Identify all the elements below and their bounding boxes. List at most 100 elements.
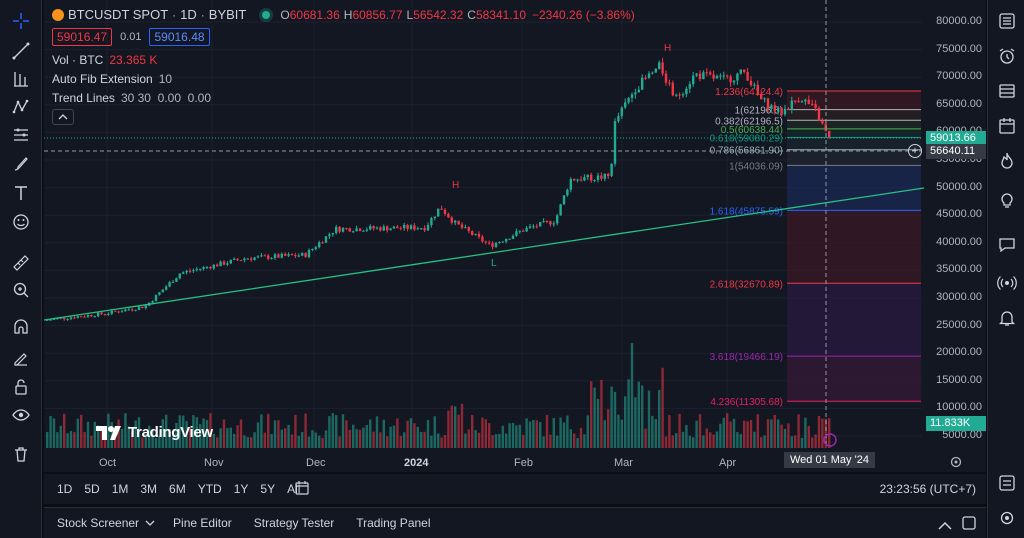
volume-bar	[216, 437, 219, 448]
volume-bar	[494, 434, 498, 448]
timeframe-ytd[interactable]: YTD	[197, 482, 222, 496]
candle-body	[124, 309, 127, 312]
add-alert-button[interactable]: +	[908, 144, 922, 158]
calendar-button[interactable]	[294, 480, 310, 496]
buy-button[interactable]: 59016.48	[149, 28, 210, 46]
watchlist-button[interactable]	[994, 8, 1020, 34]
tab-pine-editor[interactable]: Pine Editor	[173, 516, 232, 530]
ruler-icon[interactable]	[8, 250, 34, 276]
candle-body	[586, 174, 589, 178]
forecast-tool-icon[interactable]	[8, 122, 34, 148]
candle-body	[692, 75, 695, 85]
volume-bar	[151, 430, 154, 448]
ideas-button[interactable]	[994, 187, 1020, 213]
candle-body	[702, 72, 705, 80]
timeframe-1m[interactable]: 1M	[111, 482, 129, 496]
settings-button[interactable]	[994, 505, 1020, 531]
symbol-interval[interactable]: 1D	[180, 7, 197, 22]
indicator-trend-lines[interactable]: Trend Lines 30 30 0.00 0.00	[52, 91, 211, 105]
sell-button[interactable]: 59016.47	[52, 28, 113, 46]
clock[interactable]: 23:23:56 (UTC+7)	[879, 482, 976, 496]
zoom-icon[interactable]	[8, 277, 34, 303]
timeframe-5d[interactable]: 5D	[84, 482, 100, 496]
notifications-button[interactable]	[994, 305, 1020, 331]
candle-body	[542, 221, 545, 223]
candle-body	[467, 227, 470, 232]
timeframe-6m[interactable]: 6M	[169, 482, 186, 496]
candle-body	[678, 94, 681, 96]
indicator-volume[interactable]: Vol · BTC 23.365 K	[52, 53, 157, 67]
candle-body	[287, 254, 290, 256]
volume-bar	[318, 435, 321, 448]
brush-icon[interactable]	[8, 151, 34, 177]
chats-button[interactable]	[994, 232, 1020, 258]
magnet-icon[interactable]	[8, 316, 34, 342]
stay-drawing-icon[interactable]	[8, 345, 34, 371]
candle-body	[651, 72, 654, 74]
timeframe-1y[interactable]: 1Y	[233, 482, 249, 496]
trend-line-icon[interactable]	[8, 38, 34, 64]
hotlists-button[interactable]	[994, 148, 1020, 174]
chart-pane[interactable]: 1.236(64124.4) 1(62196.5) 0.382(62196.5) 0.…	[44, 0, 986, 472]
alerts-clock-button[interactable]	[994, 43, 1020, 69]
fib-level-label: 3.618(19466.19)	[710, 352, 783, 363]
fib-zone	[787, 91, 921, 110]
candle-body	[766, 98, 770, 110]
calendar-events-button[interactable]	[994, 113, 1020, 139]
volume-bar	[423, 431, 426, 448]
candle-body	[430, 218, 433, 226]
pattern-tool-icon[interactable]	[8, 94, 34, 120]
candle-body	[440, 208, 443, 210]
collapse-panel-button[interactable]	[938, 518, 952, 536]
price-chart[interactable]: 1.236(64124.4)1(62196.5)0.382(62196.5)0.…	[44, 0, 986, 472]
candle-body	[222, 261, 226, 265]
time-axis-label: Nov	[204, 457, 224, 469]
object-tree-button[interactable]	[994, 78, 1020, 104]
text-tool-icon[interactable]	[8, 180, 34, 206]
fib-zone	[787, 283, 921, 357]
candle-body	[647, 73, 651, 78]
chart-settings-button[interactable]	[949, 455, 963, 469]
candle-body	[753, 84, 756, 86]
volume-bar	[695, 420, 698, 448]
streams-button[interactable]	[994, 270, 1020, 296]
eye-icon[interactable]	[8, 402, 34, 428]
help-button[interactable]	[994, 470, 1020, 496]
candle-body	[362, 230, 365, 232]
candle-body	[637, 89, 640, 93]
volume-bar	[688, 435, 691, 448]
indicator-auto-fib[interactable]: Auto Fib Extension 10	[52, 72, 172, 86]
price-axis-label: 20000.00	[936, 346, 982, 359]
volume-bar	[539, 422, 542, 448]
volume-bar	[396, 418, 399, 448]
timeframe-3m[interactable]: 3M	[140, 482, 158, 496]
tab-stock-screener[interactable]: Stock Screener	[57, 516, 140, 530]
volume-bar	[811, 437, 814, 448]
tab-trading-panel[interactable]: Trading Panel	[356, 516, 431, 530]
volume-bar	[552, 417, 555, 448]
flame-icon	[1001, 152, 1013, 169]
volume-bar	[630, 343, 634, 448]
emoji-icon[interactable]	[8, 209, 34, 235]
candle-body	[154, 294, 158, 302]
price-axis[interactable]: 80000.0075000.0070000.0065000.0060000.00…	[922, 0, 986, 472]
candle-body	[566, 189, 569, 196]
chevron-down-icon[interactable]	[145, 520, 155, 526]
timeframe-5y[interactable]: 5Y	[260, 482, 276, 496]
maximize-panel-button[interactable]	[962, 516, 976, 535]
candle-body	[576, 179, 579, 181]
lock-icon[interactable]	[8, 374, 34, 400]
candle-body	[335, 226, 338, 234]
tab-strategy-tester[interactable]: Strategy Tester	[253, 516, 335, 530]
symbol-name[interactable]: BTCUSDT SPOT	[68, 7, 169, 22]
timeframe-1d[interactable]: 1D	[57, 482, 73, 496]
candle-body	[358, 228, 362, 232]
crosshair-icon[interactable]	[8, 8, 34, 34]
fib-tool-icon[interactable]	[8, 66, 34, 92]
trash-icon[interactable]	[8, 441, 34, 467]
candle-body	[141, 306, 144, 309]
volume-bar	[76, 418, 79, 448]
candle-body	[433, 216, 436, 219]
collapse-legend-button[interactable]	[52, 109, 74, 125]
volume-bar	[821, 418, 824, 448]
